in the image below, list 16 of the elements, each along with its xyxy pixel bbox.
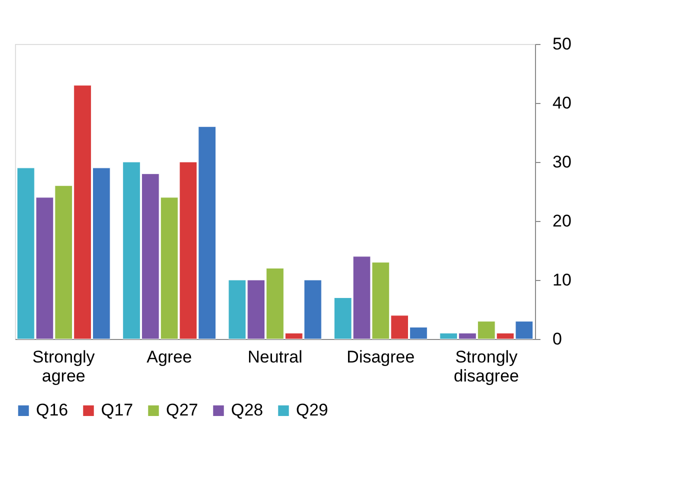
- x-tick-label: Strongly disagree: [454, 348, 519, 386]
- x-tick-label: Agree: [146, 348, 192, 366]
- legend-label: Q29: [296, 400, 328, 420]
- x-tick-label: Disagree: [346, 348, 415, 366]
- legend-label: Q27: [166, 400, 198, 420]
- y-tick-label: 50: [552, 34, 572, 54]
- y-tick-label: 0: [552, 330, 562, 348]
- y-tick-label: 40: [552, 94, 572, 112]
- legend-label: Q17: [101, 400, 134, 420]
- y-tick-label: 20: [552, 212, 572, 230]
- y-tick-label: 30: [552, 152, 572, 172]
- x-tick-label: Strongly agree: [32, 348, 96, 386]
- x-tick-label: Neutral: [248, 348, 302, 366]
- legend-label: Q16: [36, 400, 68, 420]
- y-tick-label: 10: [552, 270, 572, 290]
- legend-label: Q28: [231, 400, 264, 420]
